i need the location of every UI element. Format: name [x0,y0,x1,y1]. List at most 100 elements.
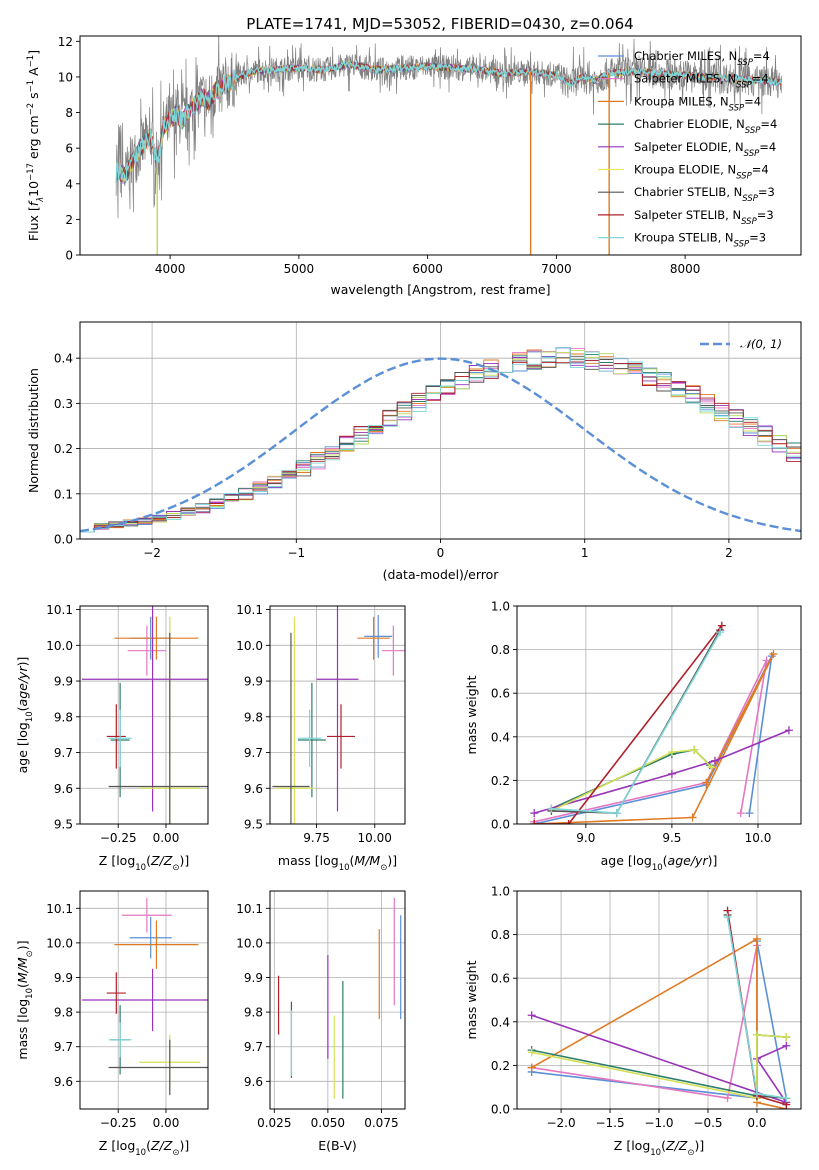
legend-entry: Kroupa STELIB, NSSP=3 [634,231,766,250]
label-part: 10 [652,863,663,873]
legend-tail: =4 [752,163,769,177]
label-part: 10 [26,181,41,197]
y-tick-label: 9.5 [54,818,73,832]
gaussian-reference-curve [80,357,801,533]
residual-histogram-panel: −2 −1 0 1 2 0.0 0.1 0.2 0.3 0.4 𝒩(0, 1) (data-model… [26,321,802,582]
legend-name: Kroupa MILES, N [634,94,729,108]
legend-entry: Salpeter ELODIE, NSSP=4 [634,140,776,159]
mass-weight-marker [752,1089,761,1098]
label-part: erg cm [26,115,41,163]
y-tick-label: 8 [65,106,73,120]
plot-area [81,897,208,1096]
y-tick-label: 0.2 [491,1059,510,1073]
label-part: )] [179,1138,189,1153]
y-tick-label: 9.8 [244,1006,263,1020]
label-part: ( [663,853,668,868]
axes-frame [79,605,209,825]
y-tick-label: 10.1 [46,603,73,617]
plot-area [530,621,793,824]
y-tick-label: 0.2 [54,442,73,456]
legend-sub: SSP [734,240,750,250]
axes-frame [269,890,406,1110]
legend-sub: SSP [745,126,761,136]
x-tick-label: −2.0 [546,1116,575,1130]
mass-weight-marker [752,934,761,943]
label-part: ⊙ [25,950,35,957]
weight-vs-metallicity-panel: −2.0 −1.5 −1.0 −0.5 0.0 0.0 0.2 0.4 0.6 0.8 1.0 mas… [464,885,802,1158]
y-tick-label: 0.0 [491,1103,510,1117]
label-part: mass [log [278,853,339,868]
y-tick-label: 0.3 [54,397,73,411]
y-tick-label: 0.6 [491,972,510,986]
label-part: 10 [25,711,35,722]
label-part: ⊙ [172,1148,179,1158]
x-tick-label: 0.0 [747,1116,766,1130]
label-part: M/M [354,853,380,868]
x-tick-label: −2 [143,546,161,560]
y-tick-label: 9.5 [244,818,263,832]
label-part: −1 [26,55,36,68]
mass-weight-line [533,729,790,814]
mass-weight-marker [530,820,539,824]
legend-name: Kroupa STELIB, N [634,231,734,245]
hist-y-axis-label: Normed distribution [26,368,41,493]
mass-weight-marker [612,809,621,818]
x-tick-label: 2 [725,546,733,560]
y-tick-label: 1.0 [491,885,510,899]
label-part: age/yr [15,666,30,707]
legend-sub: SSP [736,81,752,91]
weight-vs-age-panel: 9.0 9.5 10.0 0.0 0.2 0.4 0.6 0.8 1.0 mass weight a… [464,600,802,873]
label-part: Z/Z [150,1138,173,1153]
y-tick-label: 6 [65,142,73,156]
label-part: 10 [25,988,35,999]
mass-weight-marker [667,748,676,757]
label-part: age [log [601,853,652,868]
mass-weight-marker [667,769,676,778]
y-tick-label: 9.9 [244,675,263,689]
x-tick-label: 10.0 [745,831,772,845]
mass-weight-marker [736,809,745,818]
legend-name: Chabrier MILES, N [634,49,737,63]
x-tick-label: −0.25 [100,831,137,845]
mass-weight-marker [782,1033,791,1042]
mass-weight-marker [690,745,699,754]
y-tick-label: 2 [65,213,73,227]
y-tick-label: 0 [65,249,73,263]
label-part: 10 [650,1148,661,1158]
y-tick-label: 10 [58,70,73,84]
label-part: ( [661,1138,666,1153]
y-tick-label: 0.8 [491,643,510,657]
plot-area [277,897,402,1099]
label-part: 10 [135,1148,146,1158]
x-tick-label: −1 [287,546,305,560]
x-tick-label: 6000 [412,262,443,276]
y-tick-label: 9.7 [54,1040,73,1054]
mass-weight-line [534,653,775,824]
plot-area [80,346,801,533]
legend-tail: =4 [753,49,770,63]
legend-name: Chabrier ELODIE, N [634,117,745,131]
label-part: −2 [26,103,36,116]
mass-weight-marker [717,621,726,630]
y-tick-label: 9.9 [54,675,73,689]
mass-weight-marker [702,778,711,787]
legend-tail: =4 [760,117,777,131]
mass-weight-line [534,660,768,823]
legend-tail: =3 [758,185,775,199]
axes-frame [516,605,802,825]
residual-histogram-step [80,346,801,533]
axes-frame [79,890,209,1110]
y-tick-label: 10.0 [236,639,263,653]
mass-weight-marker [784,726,793,735]
mass-weight-marker [782,1094,791,1103]
legend-sub: SSP [742,194,758,204]
y-tick-label: 9.7 [54,746,73,760]
legend-name: Salpeter ELODIE, N [634,140,744,154]
legend-entry: Salpeter MILES, NSSP=4 [634,72,769,91]
y-tick-label: 4 [65,177,73,191]
x-tick-label: 0.075 [364,1116,398,1130]
label-part: )] [387,853,397,868]
legend-sub: SSP [744,149,760,159]
mass-vs-metallicity-panel: −0.25 0.009.69.79.89.910.010.1Z [log10(Z/… [15,890,209,1158]
observed-spectrum-line [115,36,782,219]
